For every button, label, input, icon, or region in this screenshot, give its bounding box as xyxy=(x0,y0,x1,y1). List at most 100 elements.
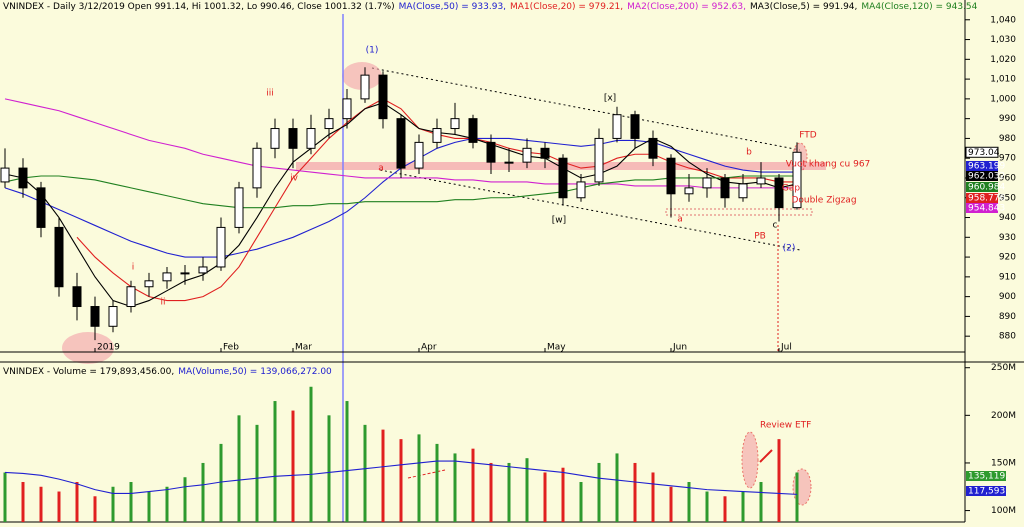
annotation: ii xyxy=(160,298,165,308)
volume-bar xyxy=(615,453,619,522)
annotation: (2) xyxy=(783,244,796,254)
price-tag-label: 962.032 xyxy=(968,172,1005,182)
y-tick-label: 1,020 xyxy=(990,55,1016,65)
candle-body xyxy=(630,114,640,139)
y-tick-label: 890 xyxy=(999,312,1016,322)
volume-bar xyxy=(543,472,547,522)
volume-bar xyxy=(597,462,601,522)
volume-bar xyxy=(363,424,367,522)
price-tag-label: 954.843 xyxy=(968,204,1005,214)
volume-bar xyxy=(345,401,349,522)
candle-body xyxy=(324,118,334,130)
annotation: iv xyxy=(290,174,299,184)
candle-body xyxy=(72,286,82,308)
x-tick-label: Feb xyxy=(223,343,239,353)
arrow xyxy=(407,469,446,479)
annotation: [w] xyxy=(552,216,566,226)
y-tick-label: 940 xyxy=(999,213,1016,223)
price-tag-label: 963.199 xyxy=(968,162,1005,172)
legend-entry: MA4(Close,120) = 943.54 xyxy=(861,2,977,12)
volume-bar xyxy=(651,472,655,522)
candle-body xyxy=(576,181,586,199)
volume-bar xyxy=(759,482,763,522)
candle-body xyxy=(396,118,406,169)
candle-body xyxy=(378,74,388,120)
candle-body xyxy=(774,177,784,209)
volume-bar xyxy=(93,496,97,522)
volume-bar xyxy=(3,472,7,522)
volume-bar xyxy=(777,439,781,522)
candle-body xyxy=(612,114,622,139)
y-tick-label: 250M xyxy=(991,363,1016,373)
highlight xyxy=(741,431,759,489)
candle-body xyxy=(666,157,676,195)
candle-body xyxy=(36,187,46,228)
candle-body xyxy=(360,74,370,100)
annotation: PB xyxy=(754,232,766,242)
legend-entry: MA3(Close,5) = 991.94, xyxy=(750,2,857,12)
candle-body xyxy=(432,128,442,143)
volume-bar xyxy=(111,486,115,522)
annotation: a xyxy=(378,164,384,174)
volume-bar xyxy=(417,434,421,522)
candle-body xyxy=(756,177,766,185)
candle-body xyxy=(252,147,262,189)
volume-bar xyxy=(147,491,151,522)
annotation: c xyxy=(773,221,778,231)
volume-bar xyxy=(399,439,403,522)
volume-bar xyxy=(57,491,61,522)
volume-bar xyxy=(237,415,241,522)
candle-body xyxy=(180,272,190,275)
volume-bar xyxy=(435,443,439,522)
candle-body xyxy=(54,226,64,288)
volume-bar xyxy=(489,462,493,522)
annotation: Gap xyxy=(782,184,800,194)
volume-bar xyxy=(219,443,223,522)
volume-bar xyxy=(507,462,511,522)
volume-bar xyxy=(741,491,745,522)
candle-body xyxy=(684,187,694,195)
ma-line xyxy=(4,175,797,209)
price-tag xyxy=(966,193,998,203)
volume-bar xyxy=(183,477,187,522)
annotation: b xyxy=(746,148,752,158)
ma-line xyxy=(4,460,798,495)
y-tick-label: 880 xyxy=(999,332,1016,342)
annotation: FTD xyxy=(799,131,817,141)
volume-bar xyxy=(561,467,565,522)
candle-body xyxy=(288,128,298,149)
x-tick-label: Jul xyxy=(780,343,792,353)
candle-body xyxy=(702,177,712,189)
price-header: VNINDEX - Daily 3/12/2019 Open 991.14, H… xyxy=(3,2,978,12)
y-tick-label: 910 xyxy=(999,272,1016,282)
annotation: [x] xyxy=(604,94,616,104)
volume-bar xyxy=(255,424,259,522)
volume-bar xyxy=(633,462,637,522)
y-tick-label: 960 xyxy=(999,173,1016,183)
volume-bar xyxy=(201,462,205,522)
candle-body xyxy=(270,128,280,149)
volume-bar xyxy=(705,491,709,522)
support-box xyxy=(665,208,813,216)
channel-line xyxy=(379,169,801,251)
candle-body xyxy=(342,98,352,120)
price-tag xyxy=(966,161,998,171)
x-tick-label: 2019 xyxy=(97,343,120,353)
legend-entry: MA2(Close,200) = 952.63, xyxy=(627,2,746,12)
candle-body xyxy=(18,167,28,189)
annotation: a xyxy=(677,215,683,225)
candle-body xyxy=(540,147,550,159)
y-tick-label: 1,030 xyxy=(990,35,1016,45)
annotation: i xyxy=(132,263,135,273)
price-tag-label: 973.04 xyxy=(968,148,1000,158)
x-tick-label: Mar xyxy=(295,343,312,353)
candle-body xyxy=(522,147,532,163)
y-tick-label: 200M xyxy=(991,411,1016,421)
price-tag xyxy=(966,203,998,213)
title: VNINDEX - Daily 3/12/2019 Open 991.14, H… xyxy=(3,2,395,12)
volume-bar xyxy=(525,458,529,522)
volume-header: VNINDEX - Volume = 179,893,456.00, MA(Vol… xyxy=(3,367,332,377)
volume-tag-label: 135,119, xyxy=(968,472,1008,482)
volume-bar xyxy=(21,482,25,522)
